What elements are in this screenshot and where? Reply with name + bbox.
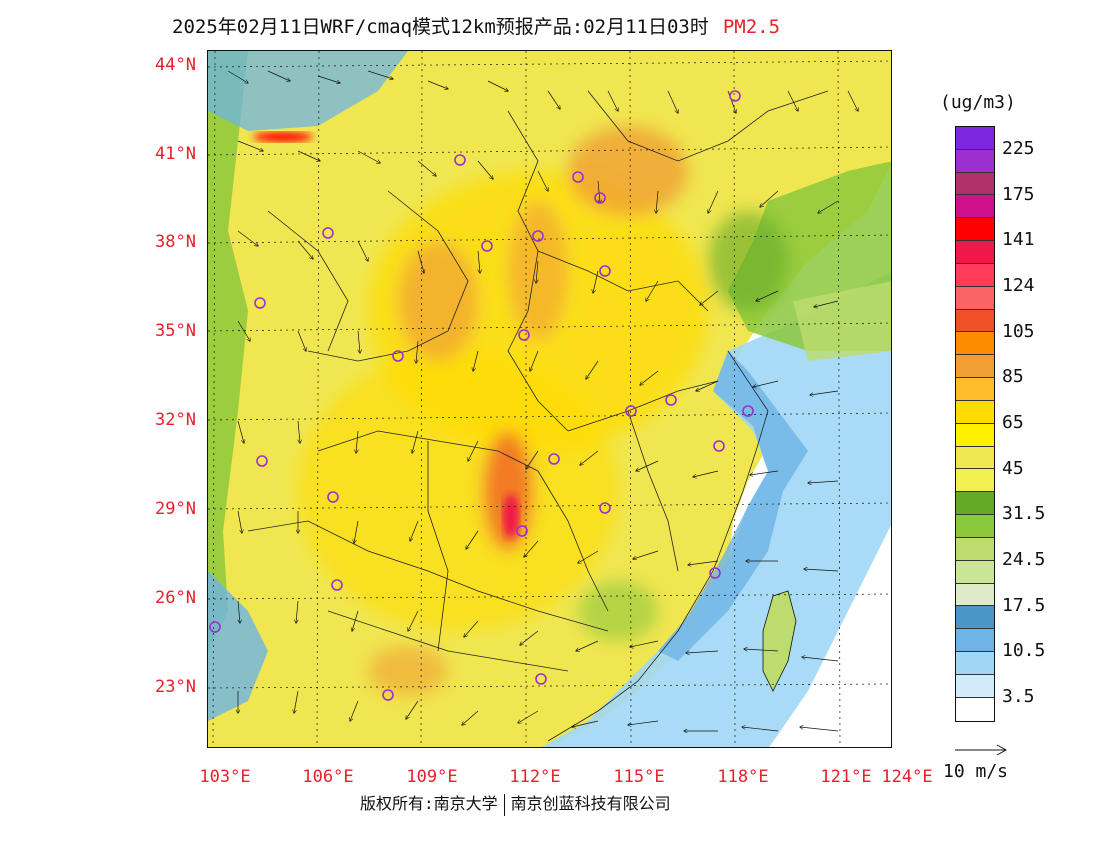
- lon-label-124: 124°E: [881, 767, 933, 787]
- color-bar-label: 65: [1002, 411, 1024, 433]
- lat-label-38: 38°N: [155, 232, 196, 252]
- color-bar-segment: [956, 355, 994, 379]
- color-bar-segment: [956, 378, 994, 401]
- hotspot-north: [253, 132, 313, 142]
- color-bar-segment: [956, 241, 994, 264]
- color-bar-label: 225: [1002, 138, 1035, 159]
- color-bar-segment: [956, 218, 994, 242]
- wind-reference-label: 10 m/s: [943, 761, 1009, 782]
- color-bar-segment: [956, 423, 994, 447]
- color-bar-segment: [956, 195, 994, 219]
- wind-vectors: [227, 70, 858, 731]
- color-bar-segment: [956, 172, 994, 196]
- lon-label-103: 103°E: [199, 767, 251, 787]
- lat-label-32: 32°N: [155, 410, 196, 430]
- wind-reference-arrow: [955, 744, 1008, 756]
- southwest-blue: [208, 571, 268, 721]
- color-bar-segment: [956, 309, 994, 333]
- color-bar-segment: [956, 286, 994, 310]
- color-bar-label: 17.5: [1002, 594, 1046, 616]
- color-bar-segment: [956, 515, 994, 538]
- color-bar-label: 45: [1002, 457, 1024, 479]
- color-bar-label: 175: [1002, 183, 1035, 205]
- color-bar-label: 3.5: [1002, 685, 1035, 707]
- lon-label-121: 121°E: [820, 767, 872, 787]
- lon-label-109: 109°E: [406, 767, 458, 787]
- city-markers: [209, 90, 754, 701]
- lon-label-115: 115°E: [613, 767, 665, 787]
- color-bar-label: 10.5: [1002, 640, 1046, 662]
- graticule: [208, 51, 891, 747]
- color-bar-label: 141: [1002, 229, 1035, 251]
- color-bar-segment: [956, 606, 994, 630]
- color-bar-label: 85: [1002, 366, 1024, 388]
- color-bar-label: 24.5: [1002, 548, 1046, 570]
- color-bar-segment: [956, 446, 994, 470]
- legend-unit: (ug/m3): [940, 92, 1016, 113]
- lat-label-44: 44°N: [155, 55, 196, 75]
- lon-label-106: 106°E: [302, 767, 354, 787]
- lat-label-23: 23°N: [155, 677, 196, 697]
- color-bar-segment: [956, 629, 994, 653]
- taiwan: [762, 590, 797, 692]
- hotspot-changsha: [503, 494, 519, 538]
- chart-title: 2025年02月11日WRF/cmaq模式12km预报产品:02月11日03时 P…: [172, 12, 780, 39]
- copyright-footer: 版权所有:南京大学 南京创蓝科技有限公司: [360, 790, 671, 816]
- color-bar-segment: [956, 674, 994, 698]
- yellow-sea-light: [793, 281, 891, 361]
- lon-label-118: 118°E: [717, 767, 769, 787]
- color-bar-segment: [956, 127, 994, 150]
- pm25-map: [207, 50, 892, 748]
- footer-left: 版权所有:南京大学: [360, 794, 498, 813]
- color-bar: [955, 126, 995, 722]
- color-bar-segment: [956, 583, 994, 607]
- title-variable: PM2.5: [722, 16, 781, 38]
- color-bar-segment: [956, 263, 994, 287]
- title-main: 2025年02月11日WRF/cmaq模式12km预报产品:02月11日03时: [172, 16, 709, 38]
- lon-label-112: 112°E: [509, 767, 561, 787]
- color-bar-segment: [956, 332, 994, 356]
- color-bar-label: 105: [1002, 320, 1035, 342]
- color-bar-segment: [956, 560, 994, 584]
- color-bar-label: 124: [1002, 274, 1035, 296]
- lat-label-29: 29°N: [155, 499, 196, 519]
- boundaries: [247, 90, 829, 742]
- footer-separator: [503, 793, 505, 816]
- color-bar-segment: [956, 149, 994, 173]
- pollution-plumes: [298, 126, 788, 696]
- lat-label-35: 35°N: [155, 321, 196, 341]
- lat-label-26: 26°N: [155, 588, 196, 608]
- map-canvas: [208, 51, 891, 747]
- color-bar-segment: [956, 400, 994, 424]
- color-bar-segment: [956, 537, 994, 561]
- color-bar-segment: [956, 652, 994, 675]
- west-margin: [208, 51, 248, 651]
- color-bar-segment: [956, 469, 994, 493]
- sea-deep-blue: [658, 351, 808, 661]
- lat-label-41: 41°N: [155, 144, 196, 164]
- footer-right: 南京创蓝科技有限公司: [510, 794, 671, 813]
- color-bar-segment: [956, 697, 994, 721]
- color-bar-label: 31.5: [1002, 503, 1046, 525]
- color-bar-segment: [956, 492, 994, 516]
- north-margin: [208, 51, 408, 131]
- sea-shelf: [541, 272, 891, 747]
